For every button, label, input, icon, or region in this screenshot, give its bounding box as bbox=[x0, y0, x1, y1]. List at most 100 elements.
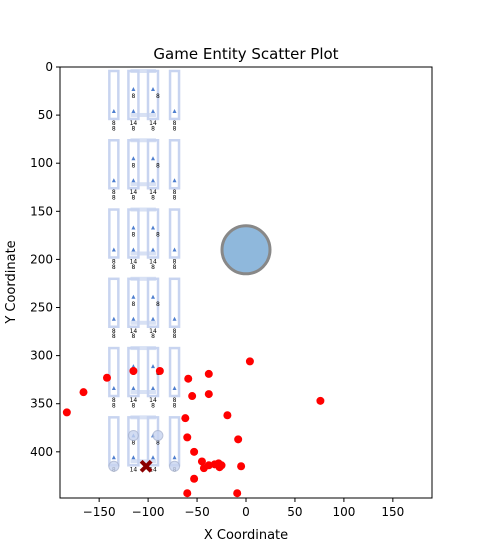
structure-marker bbox=[111, 108, 116, 113]
structure-label: 8 bbox=[156, 301, 160, 308]
structure-label: 8 bbox=[132, 333, 136, 340]
structure-lane bbox=[168, 208, 181, 259]
structure-label: 14 bbox=[149, 328, 157, 335]
y-axis: 0 50 100 150 200 250 300 350 400 bbox=[30, 60, 60, 459]
structure-label: 8 bbox=[173, 258, 177, 265]
structure-lane bbox=[168, 69, 181, 121]
y-tick-label: 300 bbox=[30, 349, 53, 363]
structure-marker bbox=[131, 386, 136, 391]
structure-label: 8 bbox=[132, 439, 136, 446]
structure-marker bbox=[131, 247, 136, 252]
y-tick-label: 250 bbox=[30, 301, 53, 315]
structure-marker bbox=[151, 247, 155, 252]
structure-label: 14 bbox=[130, 189, 138, 196]
enemy-point bbox=[197, 457, 206, 466]
structure-label: 8 bbox=[112, 264, 116, 271]
structure-node bbox=[169, 460, 181, 472]
structure-label: 8 bbox=[173, 328, 177, 335]
structure-label: 8 bbox=[112, 258, 116, 265]
x-tick-label: −150 bbox=[83, 505, 116, 519]
structure-label: 8 bbox=[132, 93, 136, 100]
structure-label: 8 bbox=[173, 120, 177, 127]
structure-marker bbox=[151, 316, 155, 321]
y-tick-label: 50 bbox=[38, 108, 53, 122]
structure-label: 8 bbox=[112, 397, 116, 404]
structure-label: 14 bbox=[149, 120, 157, 127]
structure-label: 8 bbox=[112, 125, 116, 132]
structure-label: 8 bbox=[112, 402, 116, 409]
structure-bar bbox=[130, 390, 156, 395]
enemy-point bbox=[183, 489, 192, 498]
structure-label: 8 bbox=[156, 162, 160, 169]
structure-marker bbox=[151, 294, 155, 299]
structure-label: 8 bbox=[173, 195, 177, 202]
structure-label: 14 bbox=[130, 120, 138, 127]
structure-marker bbox=[131, 156, 136, 161]
enemy-point bbox=[245, 357, 254, 366]
structure-bar bbox=[130, 415, 156, 420]
structure-lane bbox=[108, 277, 120, 329]
structure-marker bbox=[131, 108, 136, 113]
structure-label: 8 bbox=[112, 189, 116, 196]
enemy-point bbox=[234, 435, 243, 444]
pickup-point bbox=[220, 224, 272, 276]
y-tick-label: 400 bbox=[30, 445, 53, 459]
x-tick-label: −100 bbox=[132, 505, 165, 519]
player-point bbox=[139, 459, 153, 473]
structure-label: 8 bbox=[151, 264, 155, 271]
structure-marker bbox=[172, 455, 177, 460]
structure-label: 8 bbox=[132, 402, 136, 409]
structure-marker bbox=[151, 386, 155, 391]
structure-node bbox=[108, 460, 120, 472]
structure-marker bbox=[172, 386, 177, 391]
structure-lane bbox=[168, 139, 181, 190]
structure-block: 8 8 8 8 8 8 8 14 14 8 bbox=[108, 125, 181, 196]
enemy-point bbox=[155, 367, 164, 376]
structure-label: 8 bbox=[112, 328, 116, 335]
structure-lane bbox=[108, 346, 120, 398]
structure-marker bbox=[151, 225, 155, 230]
structure-marker bbox=[151, 156, 155, 161]
y-tick-label: 100 bbox=[30, 156, 53, 170]
x-tick-label: −50 bbox=[184, 505, 209, 519]
structure-marker bbox=[131, 178, 136, 183]
structure-label: 8 bbox=[132, 125, 136, 132]
structure-label: 14 bbox=[130, 328, 138, 335]
structure-bar bbox=[130, 207, 156, 212]
enemy-point bbox=[215, 463, 224, 472]
enemy-point bbox=[204, 390, 213, 399]
enemy-point bbox=[199, 464, 208, 473]
structure-marker bbox=[151, 87, 155, 91]
structure-node bbox=[127, 429, 139, 441]
structure-marker bbox=[131, 316, 136, 321]
structure-marker bbox=[172, 247, 177, 252]
structure-node bbox=[152, 429, 164, 441]
enemy-point bbox=[190, 474, 199, 483]
structure-marker bbox=[151, 108, 155, 113]
structure-marker bbox=[172, 178, 177, 183]
structure-marker bbox=[131, 455, 136, 460]
structure-marker bbox=[151, 178, 155, 183]
structure-label: 8 bbox=[156, 232, 160, 239]
structure-marker bbox=[131, 364, 136, 369]
structure-block: 8 8 8 8 8 8 8 14 14 8 bbox=[108, 195, 181, 265]
x-tick-label: 100 bbox=[332, 505, 355, 519]
structure-marker bbox=[111, 316, 116, 321]
structure-label: 14 bbox=[149, 258, 157, 265]
x-axis: −150 −100 −50 0 50 100 150 bbox=[83, 498, 404, 519]
x-axis-label: X Coordinate bbox=[204, 528, 288, 543]
enemy-point bbox=[79, 388, 88, 397]
enemy-point bbox=[62, 408, 71, 417]
structure-bar bbox=[130, 276, 156, 281]
structure-marker bbox=[151, 364, 155, 369]
structure-bar bbox=[130, 69, 156, 73]
structure-label: 14 bbox=[149, 466, 157, 473]
chart-title: Game Entity Scatter Plot bbox=[153, 45, 338, 63]
enemy-point bbox=[237, 462, 246, 471]
structure-label: 8 bbox=[173, 125, 177, 132]
enemy-point bbox=[316, 396, 325, 405]
y-tick-label: 150 bbox=[30, 204, 53, 218]
x-tick-label: 50 bbox=[287, 505, 302, 519]
